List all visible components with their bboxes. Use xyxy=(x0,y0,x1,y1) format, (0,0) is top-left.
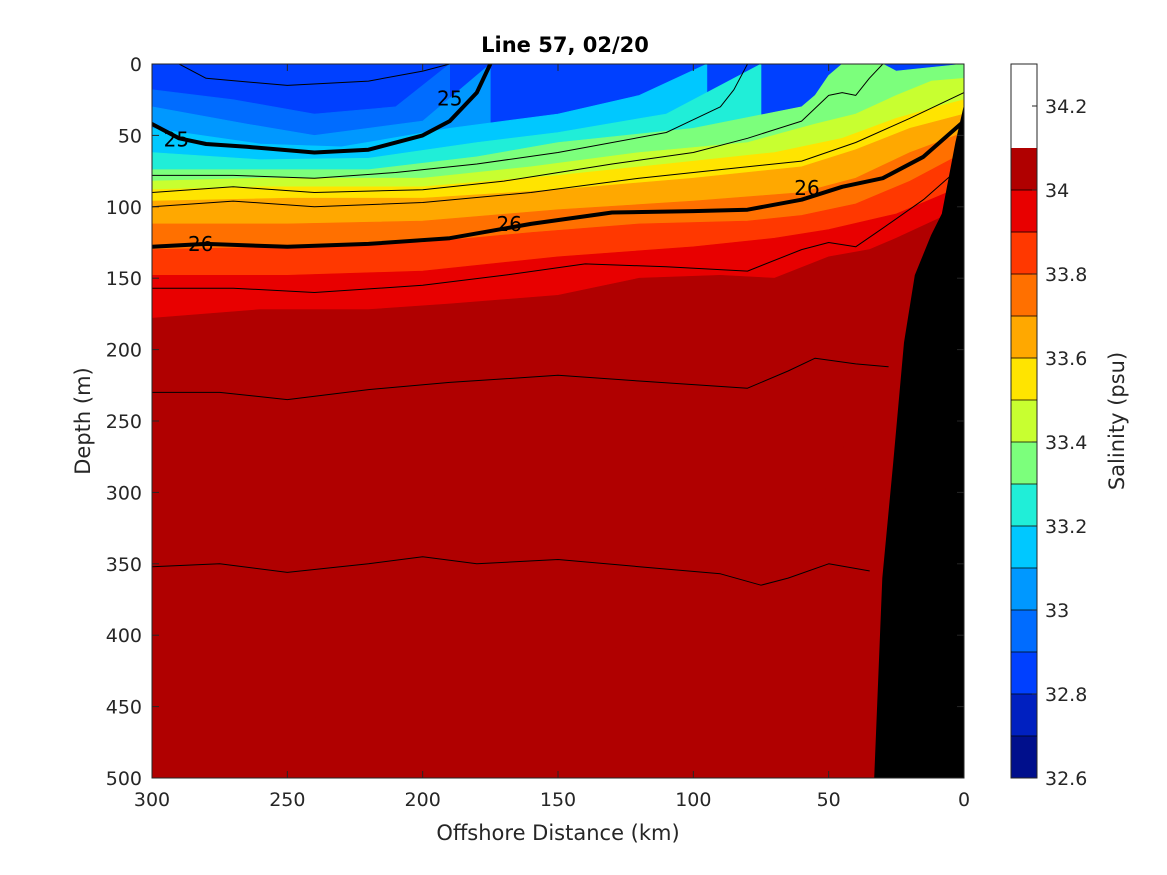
colorbar-swatch xyxy=(1011,568,1037,611)
colorbar-swatch xyxy=(1011,358,1037,401)
colorbar-swatch xyxy=(1011,694,1037,737)
contour-label: 26 xyxy=(794,176,819,200)
y-tick-label: 200 xyxy=(106,340,142,362)
seafloor-bathymetry xyxy=(874,106,964,778)
y-tick-label: 450 xyxy=(106,697,142,719)
colorbar-swatch xyxy=(1011,274,1037,317)
colorbar-swatch xyxy=(1011,652,1037,695)
colorbar-tick-label: 34.2 xyxy=(1045,96,1087,118)
isopycnal-line xyxy=(152,92,964,208)
x-axis-title: Offshore Distance (km) xyxy=(436,821,679,845)
y-tick-label: 400 xyxy=(106,625,142,647)
colorbar-swatch xyxy=(1011,232,1037,275)
y-axis: 0 50 100 150 200 250 300 350 400 450 500 xyxy=(106,54,964,790)
x-tick-label: 50 xyxy=(817,789,841,811)
y-tick-label: 500 xyxy=(106,768,142,790)
isopycnal-line xyxy=(152,64,748,179)
salinity-fill-layers xyxy=(152,64,964,778)
isopycnal-lines xyxy=(152,64,964,586)
chart-title: Line 57, 02/20 xyxy=(481,33,649,57)
isopycnal-line-26 xyxy=(152,119,964,249)
contour-label: 25 xyxy=(164,128,189,152)
y-tick-label: 150 xyxy=(106,268,142,290)
colorbar-swatch xyxy=(1011,526,1037,569)
isopycnal-line xyxy=(152,163,964,293)
plot-area: 25 25 26 26 26 xyxy=(151,63,965,779)
colorbar-tick-label: 33.4 xyxy=(1045,432,1087,454)
colorbar-tick-label: 32.6 xyxy=(1045,768,1087,790)
colorbar-swatch xyxy=(1011,736,1037,779)
colorbar: 32.6 32.8 33 33.2 33.4 33.6 33.8 34 34.2 xyxy=(1010,63,1087,790)
colorbar-swatch xyxy=(1011,190,1037,233)
isopycnal-line-25 xyxy=(152,64,493,155)
x-tick-label: 300 xyxy=(134,789,170,811)
colorbar-frame xyxy=(1010,63,1038,779)
colorbar-swatch xyxy=(1011,442,1037,485)
x-tick-label: 250 xyxy=(269,789,305,811)
colorbar-title: Salinity (psu) xyxy=(1105,352,1129,490)
y-axis-title: Depth (m) xyxy=(71,367,95,474)
isopycnal-line xyxy=(152,556,870,586)
colorbar-swatch xyxy=(1011,400,1037,443)
x-tick-label: 150 xyxy=(540,789,576,811)
contour-label: 25 xyxy=(437,86,462,110)
y-tick-label: 50 xyxy=(118,125,142,147)
colorbar-tick-label: 33.6 xyxy=(1045,348,1087,370)
colorbar-swatch xyxy=(1011,610,1037,653)
isopycnal-line xyxy=(152,357,889,401)
x-axis: 300 250 200 150 100 50 0 xyxy=(134,64,970,811)
colorbar-tick-label: 33 xyxy=(1045,600,1069,622)
isopycnal-line xyxy=(178,64,451,86)
colorbar-tick-label: 34 xyxy=(1045,180,1069,202)
colorbar-swatch xyxy=(1011,148,1037,191)
y-tick-label: 300 xyxy=(106,482,142,504)
colorbar-tick-label: 33.2 xyxy=(1045,516,1087,538)
x-tick-label: 100 xyxy=(675,789,711,811)
y-tick-label: 100 xyxy=(106,197,142,219)
y-tick-label: 0 xyxy=(130,54,142,76)
isopycnal-line xyxy=(152,64,884,193)
contour-label: 26 xyxy=(497,212,522,236)
colorbar-swatch xyxy=(1011,484,1037,527)
y-tick-label: 350 xyxy=(106,554,142,576)
salinity-band-34-2 xyxy=(152,420,964,778)
x-tick-label: 200 xyxy=(405,789,441,811)
colorbar-tick-label: 33.8 xyxy=(1045,264,1087,286)
colorbar-tick-label: 32.8 xyxy=(1045,684,1087,706)
contour-label: 26 xyxy=(188,232,213,256)
x-tick-label: 0 xyxy=(958,789,970,811)
colorbar-swatch xyxy=(1011,316,1037,359)
y-tick-label: 250 xyxy=(106,411,142,433)
